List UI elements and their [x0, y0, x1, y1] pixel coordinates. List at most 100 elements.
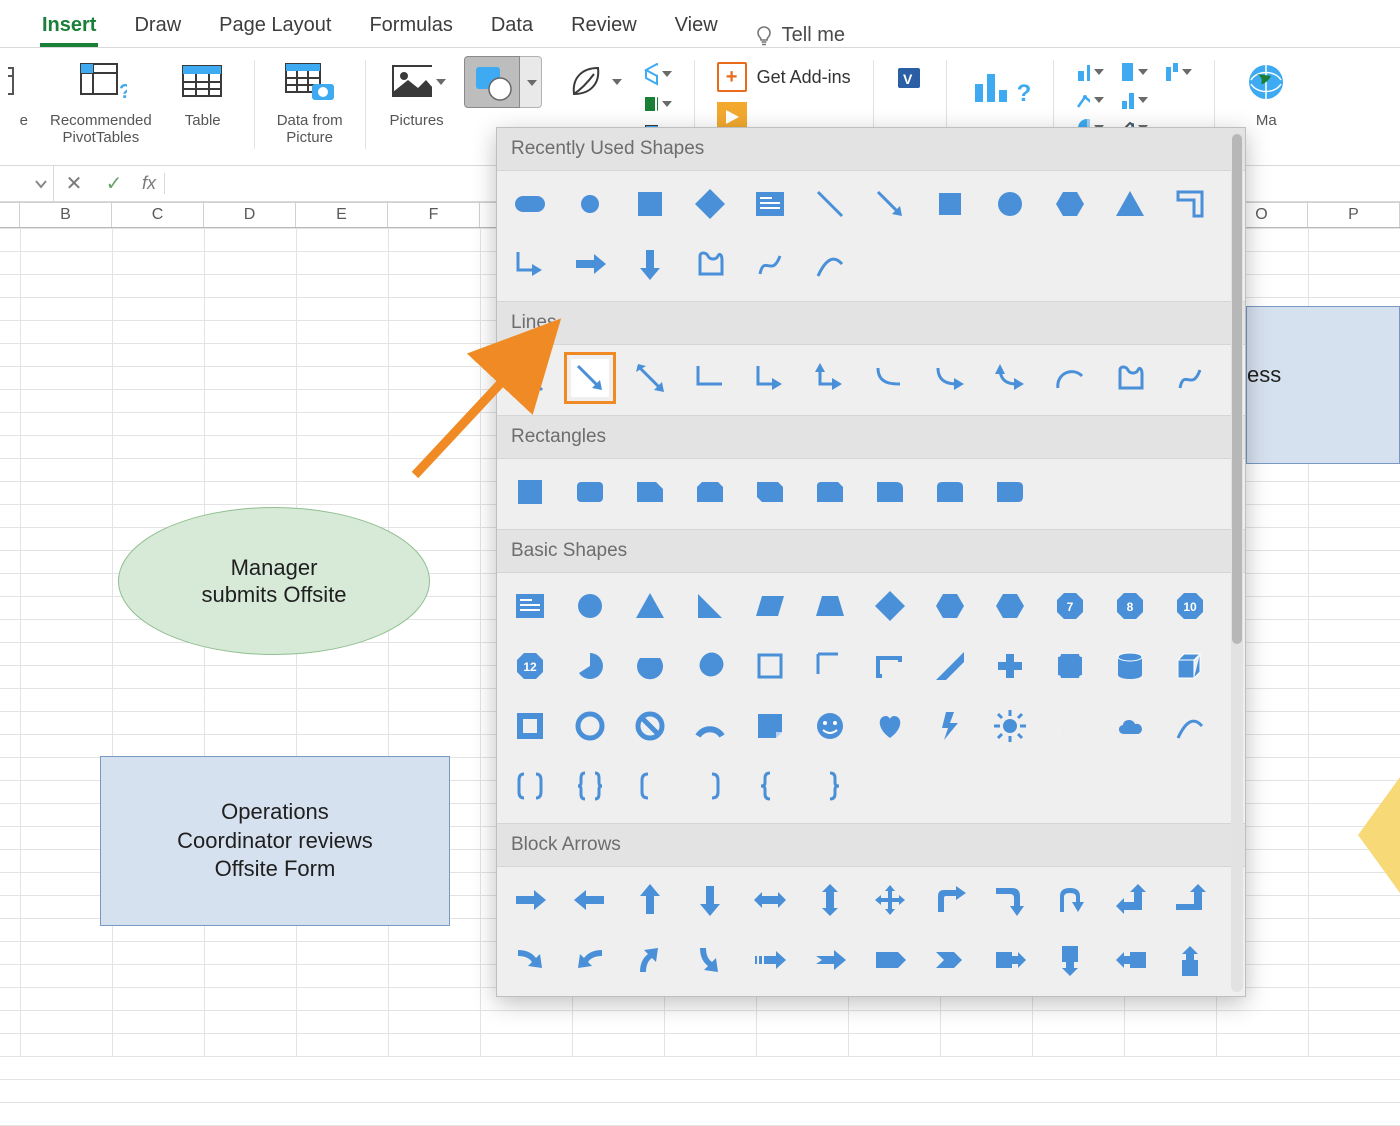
shapes-button[interactable]	[464, 56, 542, 108]
shape-noentry[interactable]	[631, 707, 669, 745]
shape-octagon2[interactable]: 8	[1111, 587, 1149, 625]
shape-udarrow[interactable]	[811, 881, 849, 919]
shape-cloud[interactable]	[1111, 707, 1149, 745]
shape-callright[interactable]	[991, 941, 1029, 979]
shape-freeform[interactable]	[691, 245, 729, 283]
shape-cube[interactable]	[1171, 647, 1209, 685]
shape-lightning[interactable]	[931, 707, 969, 745]
icons-button[interactable]	[564, 56, 622, 108]
name-box[interactable]	[0, 166, 54, 201]
shape-elbow2[interactable]	[751, 359, 789, 397]
tab-formulas[interactable]: Formulas	[367, 10, 454, 47]
shape-decagon[interactable]: 10	[1171, 587, 1209, 625]
shape-parallelogram[interactable]	[751, 587, 789, 625]
flowchart-rect-partial[interactable]: ess	[1246, 306, 1400, 464]
shape-hexagon[interactable]	[991, 587, 1029, 625]
shape-triangle[interactable]	[1111, 185, 1149, 223]
shape-plus[interactable]	[991, 647, 1029, 685]
shape-bentright[interactable]	[991, 881, 1029, 919]
col-header[interactable]: P	[1308, 203, 1400, 227]
shape-pentarrow[interactable]	[871, 941, 909, 979]
pictures-button[interactable]	[388, 56, 446, 108]
shape-line[interactable]	[811, 185, 849, 223]
shape-scribble[interactable]	[751, 245, 789, 283]
shape-rnd2[interactable]	[931, 473, 969, 511]
col-header[interactable]: F	[388, 203, 480, 227]
shape-downarrow[interactable]	[691, 881, 729, 919]
shape-freeform[interactable]	[1111, 359, 1149, 397]
shape-curvedleft[interactable]	[571, 941, 609, 979]
shape-square[interactable]	[511, 473, 549, 511]
chart-line-button[interactable]	[1076, 88, 1104, 112]
shape-elbow[interactable]	[691, 359, 729, 397]
shape-rtriangle[interactable]	[691, 587, 729, 625]
shape-rightarrow[interactable]	[511, 881, 549, 919]
scrollbar-thumb[interactable]	[1232, 134, 1242, 644]
shape-snip2[interactable]	[691, 473, 729, 511]
shape-elbow3[interactable]	[811, 359, 849, 397]
tab-data[interactable]: Data	[489, 10, 535, 47]
shape-uturn[interactable]	[1051, 881, 1089, 919]
shape-heptagon[interactable]: 7	[1051, 587, 1089, 625]
tab-page-layout[interactable]: Page Layout	[217, 10, 333, 47]
col-header[interactable]: C	[112, 203, 204, 227]
shape-donut[interactable]	[571, 707, 609, 745]
panel-scrollbar[interactable]	[1231, 132, 1243, 992]
shape-linearrow[interactable]	[871, 185, 909, 223]
shape-striped[interactable]	[751, 941, 789, 979]
shape-teardrop[interactable]	[691, 647, 729, 685]
shape-downarrow[interactable]	[631, 245, 669, 283]
shape-calldown[interactable]	[1051, 941, 1089, 979]
shape-hexagon[interactable]	[931, 587, 969, 625]
visio-button[interactable]: V	[896, 66, 924, 90]
shape-dodecagon[interactable]: 12	[511, 647, 549, 685]
shape-rrect[interactable]	[571, 473, 609, 511]
shape-diamond[interactable]	[691, 185, 729, 223]
chart-bar-button[interactable]	[1076, 60, 1104, 84]
table-button[interactable]	[174, 56, 232, 108]
flowchart-rect[interactable]: Operations Coordinator reviews Offsite F…	[100, 756, 450, 926]
shape-lshape[interactable]	[1171, 185, 1209, 223]
shape-trapezoid[interactable]	[811, 587, 849, 625]
shape-lbrace[interactable]	[751, 767, 789, 805]
shape-brace1[interactable]	[571, 767, 609, 805]
shape-rightarrow[interactable]	[571, 245, 609, 283]
shape-pie[interactable]	[571, 647, 609, 685]
shape-leftarrow[interactable]	[571, 881, 609, 919]
shape-callup[interactable]	[1171, 941, 1209, 979]
shape-uparrow[interactable]	[631, 881, 669, 919]
shape-curved1[interactable]	[871, 359, 909, 397]
shape-foldedcorner[interactable]	[751, 707, 789, 745]
shape-bracket1[interactable]	[511, 767, 549, 805]
shape-circlefill[interactable]	[571, 587, 609, 625]
shape-snip1[interactable]	[631, 473, 669, 511]
tell-me[interactable]: Tell me	[754, 24, 845, 47]
col-header[interactable]: D	[204, 203, 296, 227]
shape-curveddown[interactable]	[691, 941, 729, 979]
recommended-charts-button[interactable]: ?	[969, 64, 1032, 108]
shape-textbox[interactable]	[511, 587, 549, 625]
shape-snip2b[interactable]	[751, 473, 789, 511]
shape-lcorner2[interactable]	[871, 647, 909, 685]
accept-formula-button[interactable]: ✓	[94, 171, 134, 196]
shape-lcorner[interactable]	[811, 647, 849, 685]
shape-leftup[interactable]	[1111, 881, 1149, 919]
shape-elbowarrow[interactable]	[511, 245, 549, 283]
col-header[interactable]: B	[20, 203, 112, 227]
recommended-pivottables-button[interactable]: ?	[72, 56, 130, 108]
chart-hierarchy-button[interactable]	[1120, 60, 1148, 84]
shape-chevron[interactable]	[931, 941, 969, 979]
shape-square[interactable]	[631, 185, 669, 223]
col-header[interactable]: E	[296, 203, 388, 227]
shape-rbrace[interactable]	[811, 767, 849, 805]
shape-quadarrow[interactable]	[871, 881, 909, 919]
shape-arc[interactable]	[1051, 359, 1089, 397]
shape-hexagon[interactable]	[1051, 185, 1089, 223]
data-from-picture-button[interactable]	[281, 56, 339, 108]
chart-waterfall-button[interactable]	[1164, 60, 1192, 84]
tab-insert[interactable]: Insert	[40, 10, 98, 47]
shapes-dropdown-toggle[interactable]	[520, 56, 542, 108]
shape-sun[interactable]	[991, 707, 1029, 745]
tab-review[interactable]: Review	[569, 10, 639, 47]
3dmodels-button[interactable]	[644, 62, 672, 86]
